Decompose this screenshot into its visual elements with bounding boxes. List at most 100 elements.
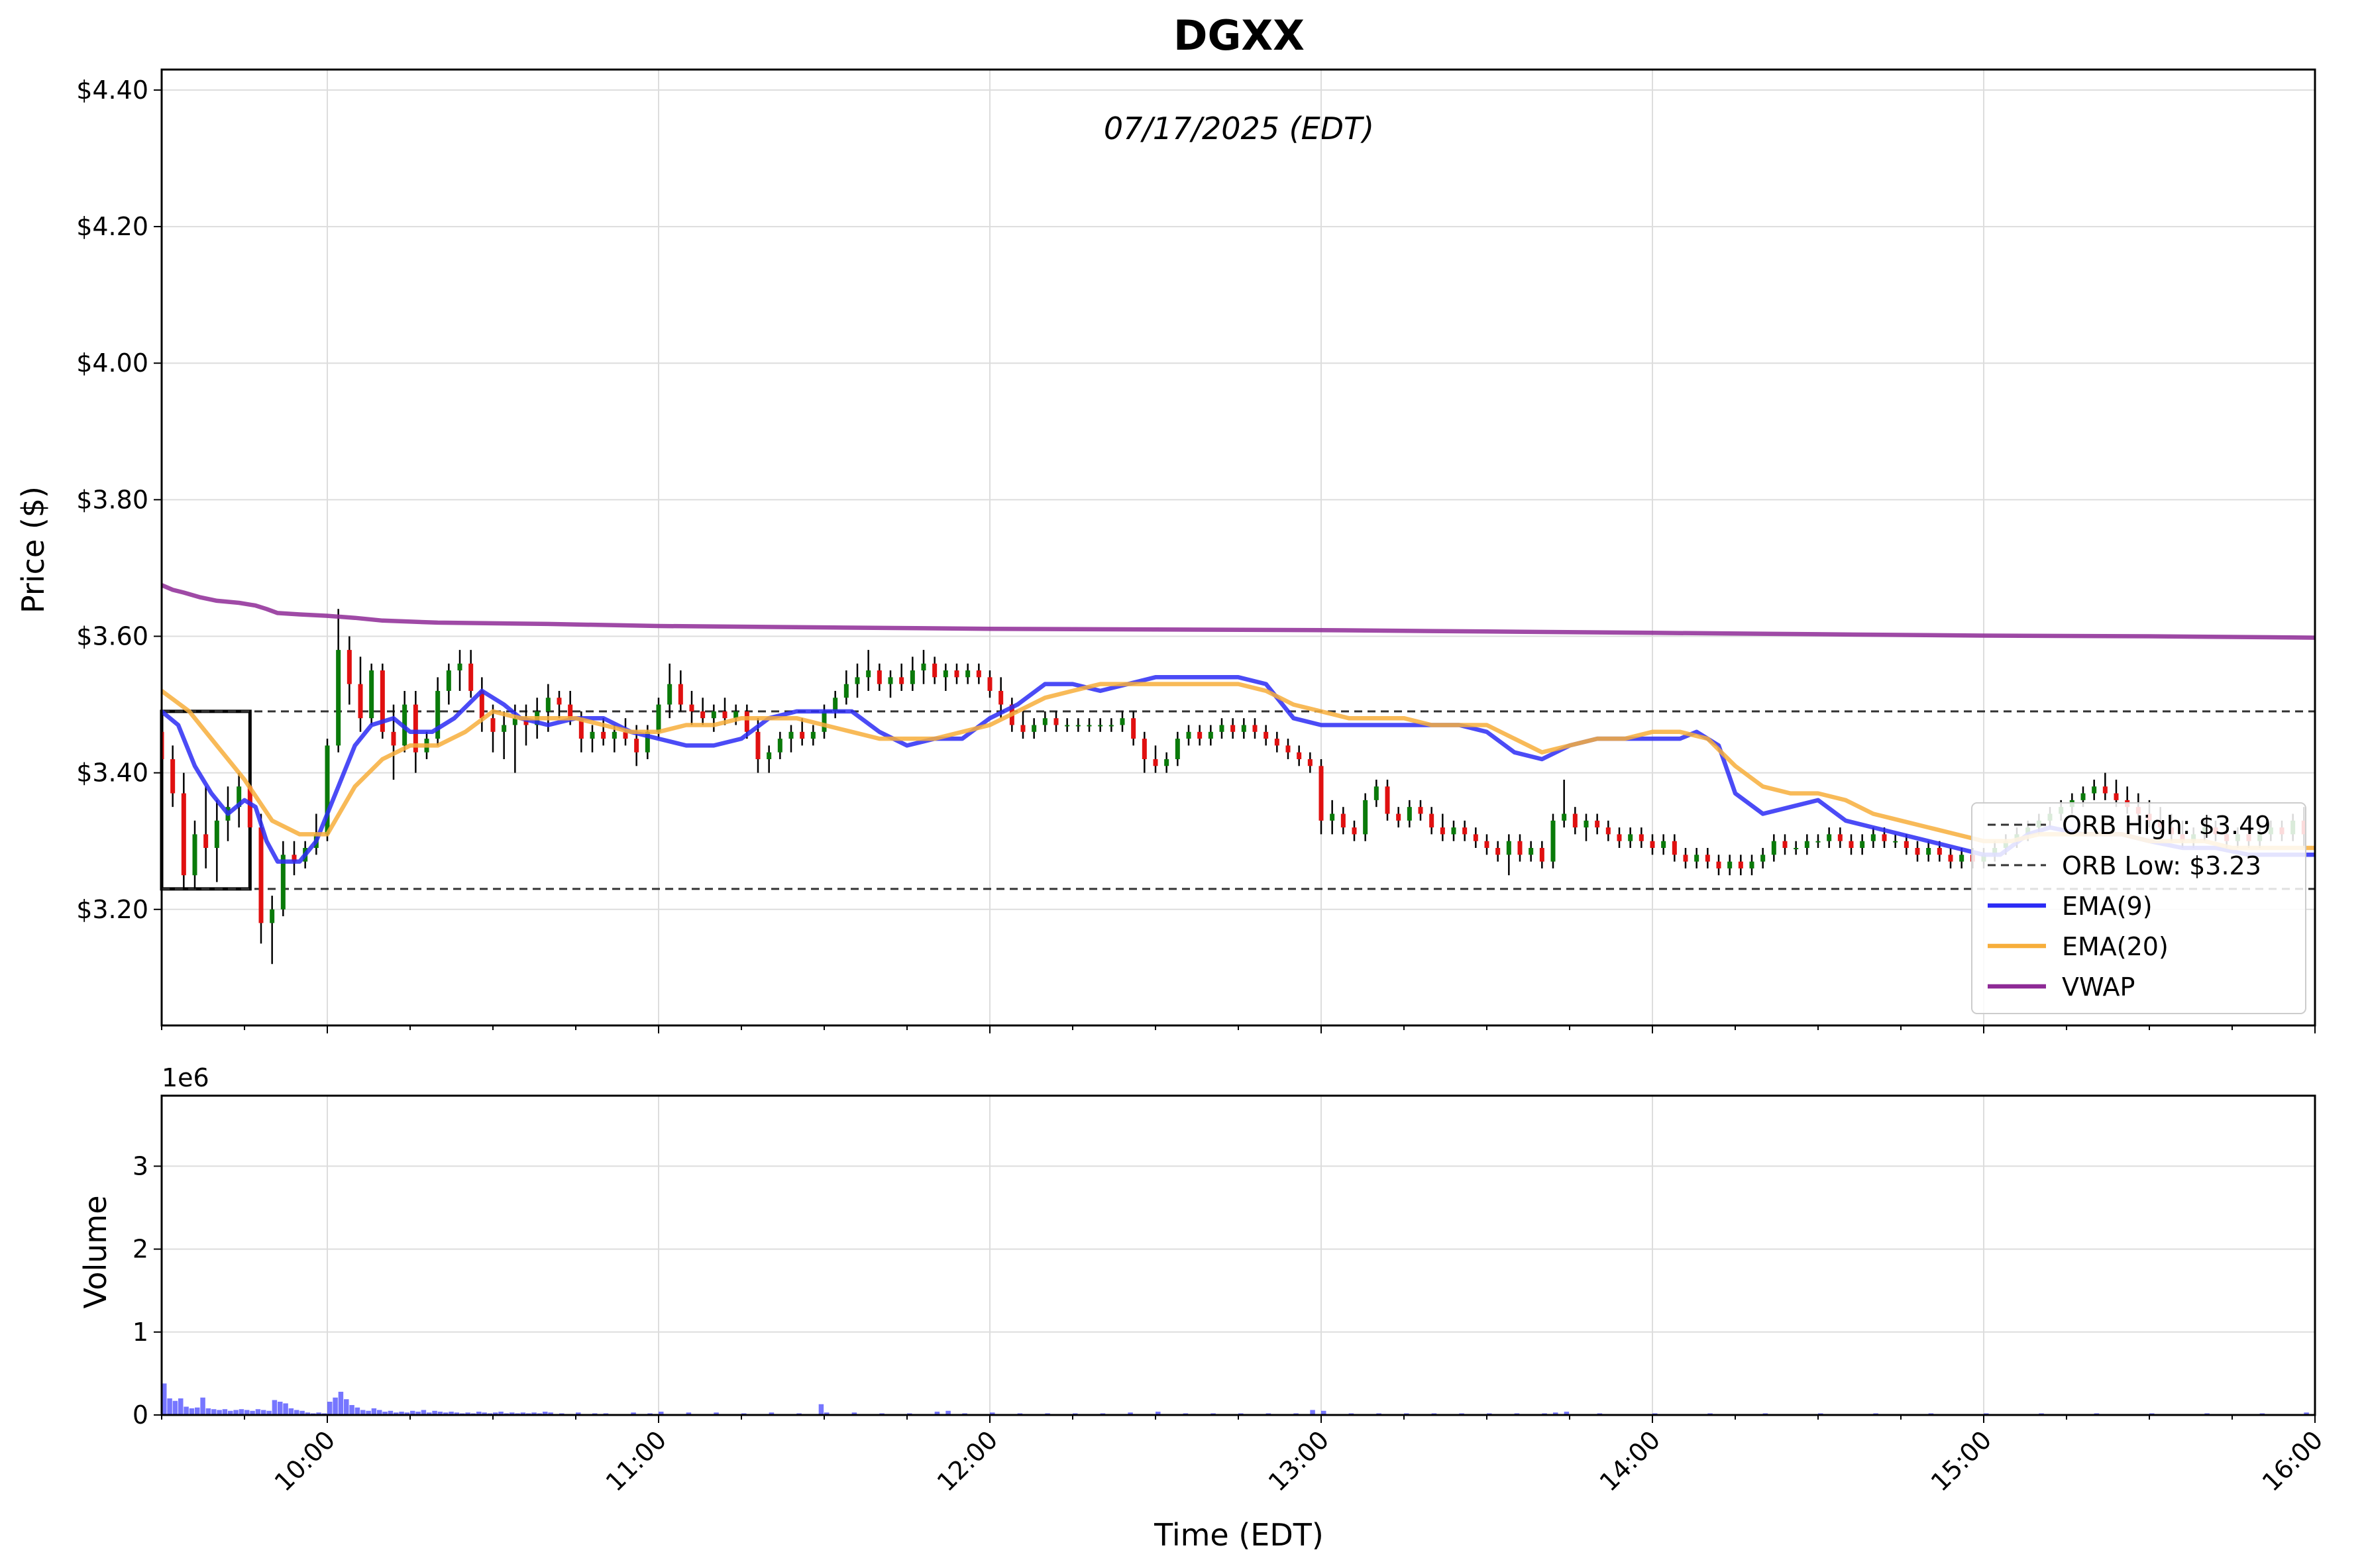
- candle-body: [711, 711, 716, 719]
- volume-bar: [222, 1409, 228, 1415]
- volume-bar: [404, 1412, 410, 1415]
- candle-body: [1849, 841, 1854, 849]
- x-tick-label: 10:00: [269, 1425, 341, 1497]
- candle-body: [645, 731, 650, 753]
- candle-body: [1882, 834, 1887, 841]
- volume-axis-label: Volume: [78, 1195, 113, 1308]
- series-lines: [162, 583, 2315, 864]
- volume-bar: [1156, 1411, 1161, 1415]
- volume-bar: [217, 1410, 222, 1415]
- candle-body: [810, 731, 816, 739]
- volume-bar: [184, 1406, 189, 1415]
- volume-bar: [631, 1412, 636, 1415]
- candle-body: [1385, 786, 1390, 814]
- candle-body: [1407, 807, 1412, 821]
- candle-body: [1539, 848, 1544, 862]
- candle-body: [1274, 739, 1279, 746]
- volume-bar: [454, 1412, 460, 1415]
- legend-label: EMA(9): [2062, 892, 2153, 921]
- candle-body: [1727, 861, 1733, 868]
- volume-bar: [427, 1412, 432, 1415]
- volume-bar: [1553, 1412, 1558, 1415]
- candle-body: [1506, 841, 1511, 855]
- volume-bar: [510, 1412, 515, 1415]
- volume-bar: [250, 1410, 255, 1415]
- candle-body: [634, 739, 639, 753]
- candle-body: [855, 677, 860, 684]
- candle-body: [2092, 786, 2097, 794]
- candle-body: [1340, 813, 1346, 828]
- candle-body: [1617, 834, 1622, 841]
- volume-bar: [316, 1412, 321, 1415]
- candle-body: [258, 827, 264, 923]
- candle-body: [667, 684, 672, 705]
- candle-body: [545, 698, 551, 711]
- candle-body: [1837, 834, 1843, 841]
- candle-body: [1363, 800, 1368, 835]
- candle-body: [689, 704, 694, 711]
- candle-body: [800, 731, 805, 739]
- candle-body: [1738, 861, 1743, 868]
- volume-bar: [388, 1410, 394, 1415]
- candle-body: [502, 725, 507, 732]
- volume-bar: [1564, 1411, 1570, 1415]
- candle-body: [490, 718, 496, 732]
- candle-body: [1373, 786, 1379, 800]
- candle-body: [1639, 834, 1644, 841]
- candle-body: [1484, 841, 1489, 849]
- candle-body: [1252, 725, 1258, 732]
- volume-bar: [531, 1412, 537, 1415]
- candle-body: [866, 670, 871, 678]
- volume-bar: [394, 1412, 399, 1415]
- price-tick-label: $3.20: [76, 895, 148, 924]
- candle-body: [656, 704, 661, 732]
- volume-bar: [344, 1399, 349, 1415]
- volume-bar: [432, 1410, 437, 1415]
- candle-body: [1330, 813, 1335, 821]
- volume-bar: [659, 1411, 664, 1415]
- volume-bar: [283, 1403, 288, 1415]
- candle-body: [1683, 855, 1688, 862]
- candle-body: [1595, 820, 1600, 828]
- candle-body: [391, 731, 396, 746]
- candle-body: [954, 670, 959, 678]
- volume-bar: [294, 1410, 299, 1415]
- series-line-ema20: [162, 682, 2315, 851]
- candle-body: [1672, 841, 1677, 855]
- candle-body: [1208, 731, 1213, 739]
- candle-body: [162, 731, 164, 760]
- candle-body: [1042, 718, 1048, 725]
- x-axis-label: Time (EDT): [1154, 1517, 1324, 1553]
- candle-body: [1175, 739, 1180, 760]
- candle-body: [214, 820, 219, 849]
- candle-body: [1517, 841, 1523, 855]
- volume-bar: [382, 1411, 388, 1415]
- candle-body: [623, 731, 628, 739]
- volume-bar: [228, 1410, 233, 1415]
- candle-body: [1870, 834, 1876, 841]
- candle-body: [1661, 841, 1666, 849]
- volume-bar: [421, 1410, 427, 1415]
- x-tick-label: 11:00: [600, 1425, 672, 1497]
- candle-body: [833, 698, 838, 711]
- candle-body: [932, 663, 938, 678]
- candle-body: [1142, 739, 1147, 760]
- candle-body: [1241, 725, 1246, 732]
- volume-tick-label: 3: [133, 1151, 148, 1180]
- x-tick-label: 15:00: [1925, 1425, 1998, 1497]
- candle-body: [1650, 841, 1655, 849]
- legend-label: VWAP: [2062, 972, 2135, 1002]
- candle-body: [722, 711, 727, 719]
- candle-body: [1782, 841, 1788, 849]
- volume-bar: [576, 1412, 581, 1415]
- volume-bar: [818, 1404, 824, 1415]
- legend-label: EMA(20): [2062, 932, 2169, 961]
- candle-body: [1032, 725, 1037, 732]
- candle-body: [976, 670, 981, 678]
- candle-body: [578, 718, 584, 739]
- candle-body: [1087, 725, 1092, 727]
- volume-bar: [482, 1412, 487, 1415]
- candle-body: [1550, 820, 1556, 862]
- volume-bar: [1128, 1412, 1133, 1415]
- candle-body: [1020, 725, 1026, 732]
